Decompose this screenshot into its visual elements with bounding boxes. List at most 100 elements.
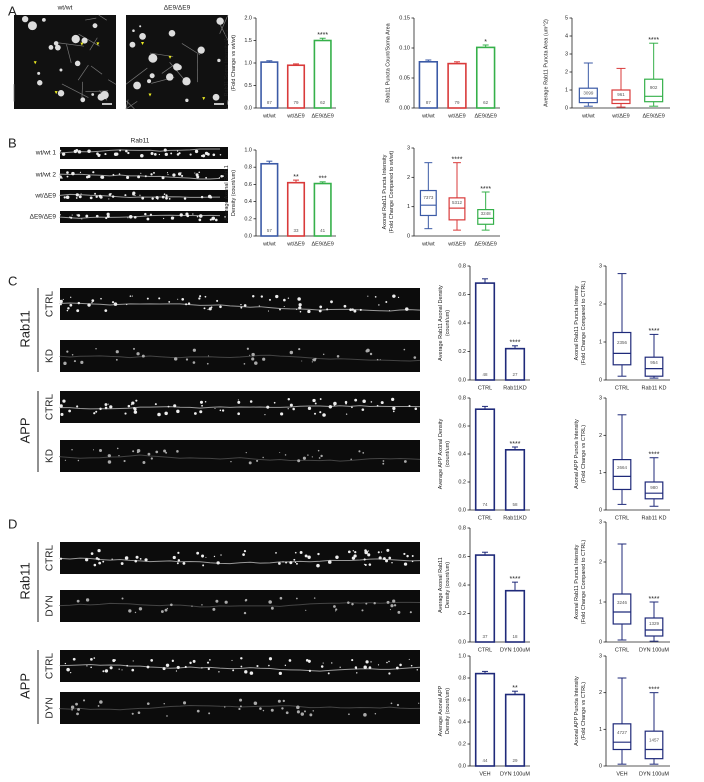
puncta: [297, 459, 301, 463]
puncta: [141, 196, 145, 200]
image-label: ΔE9/ΔE9: [164, 5, 191, 12]
y-axis-label: (Fold Change Compared to CTRL): [581, 281, 587, 366]
y-tick-label: 1: [599, 339, 602, 345]
puncta: [153, 171, 155, 174]
puncta: [172, 555, 176, 560]
puncta: [246, 347, 249, 350]
y-tick-label: 1: [407, 204, 410, 210]
soma: [48, 45, 54, 50]
count-label: 27: [512, 372, 518, 377]
significance: ****: [649, 687, 660, 694]
axon: [59, 454, 421, 462]
group-label: Rab11: [17, 310, 32, 347]
row-label: DYN: [45, 595, 56, 616]
y-axis-label: (Fold Change vs CTRL): [581, 682, 587, 740]
puncta: [95, 195, 98, 199]
significance: ****: [649, 328, 660, 335]
micrograph: [60, 542, 420, 574]
puncta: [124, 556, 129, 560]
group-label: APP: [17, 417, 32, 443]
puncta: [70, 216, 73, 219]
puncta: [335, 608, 338, 611]
soma: [71, 34, 80, 44]
soma: [133, 81, 141, 90]
puncta: [262, 709, 265, 712]
puncta: [198, 218, 202, 222]
puncta: [78, 195, 82, 199]
soma: [147, 79, 152, 84]
count-label: 4727: [617, 730, 628, 735]
puncta: [213, 555, 216, 558]
puncta: [59, 214, 61, 216]
panel-label: D: [8, 516, 17, 531]
puncta: [66, 667, 70, 672]
puncta: [386, 600, 390, 604]
puncta: [414, 407, 418, 411]
puncta: [185, 212, 189, 216]
puncta: [326, 308, 329, 311]
puncta: [243, 549, 247, 553]
x-tick-label: wt/wt: [262, 241, 276, 247]
soma: [57, 89, 65, 97]
y-tick-label: 2: [599, 690, 602, 696]
puncta: [385, 559, 389, 563]
x-tick-label: DYN 100uM: [500, 771, 530, 777]
puncta: [339, 666, 341, 668]
puncta: [131, 295, 133, 297]
puncta: [150, 659, 154, 662]
puncta: [317, 449, 320, 452]
puncta: [81, 218, 83, 220]
y-tick-label: 0.0: [458, 639, 466, 645]
y-tick-label: 0: [599, 507, 602, 513]
y-tick-label: 0.2: [458, 349, 466, 355]
puncta: [127, 404, 131, 408]
y-axis-label: Density (count/um): [231, 170, 237, 216]
puncta: [284, 664, 287, 667]
puncta: [366, 348, 370, 353]
puncta: [173, 404, 177, 408]
puncta: [176, 409, 180, 414]
puncta: [185, 358, 189, 361]
puncta: [209, 659, 211, 661]
count-label: 62: [320, 100, 326, 105]
puncta: [166, 172, 169, 174]
puncta: [104, 406, 108, 410]
panel-label: A: [8, 3, 17, 18]
y-tick-label: 0.4: [458, 320, 466, 326]
puncta: [273, 401, 276, 404]
puncta: [264, 414, 266, 416]
puncta: [134, 195, 136, 197]
puncta: [331, 662, 333, 664]
puncta: [240, 665, 243, 668]
puncta: [205, 176, 207, 179]
y-tick-label: 0: [599, 763, 602, 769]
puncta: [396, 703, 400, 707]
puncta: [181, 297, 185, 301]
puncta: [132, 660, 134, 662]
image-label: wt/wt 2: [35, 172, 57, 179]
x-tick-label: wt/wt: [421, 113, 435, 119]
puncta: [275, 294, 279, 299]
micrograph: [60, 650, 420, 682]
x-tick-label: DYN 100uM: [639, 771, 669, 777]
y-tick-label: 4: [565, 33, 568, 39]
puncta: [305, 659, 309, 662]
significance: ****: [648, 37, 659, 44]
puncta: [104, 153, 107, 156]
x-tick-label: wt/wt: [421, 241, 435, 247]
puncta: [109, 405, 113, 409]
soma: [59, 68, 63, 72]
puncta: [313, 597, 316, 599]
significance: ****: [510, 340, 521, 347]
puncta: [69, 216, 71, 218]
puncta: [198, 297, 201, 300]
puncta: [142, 460, 146, 464]
puncta: [204, 400, 207, 403]
puncta: [113, 152, 118, 157]
puncta: [93, 563, 97, 567]
puncta: [201, 667, 203, 669]
puncta: [115, 350, 119, 354]
puncta: [119, 149, 122, 152]
puncta: [139, 194, 141, 196]
puncta: [224, 600, 228, 604]
